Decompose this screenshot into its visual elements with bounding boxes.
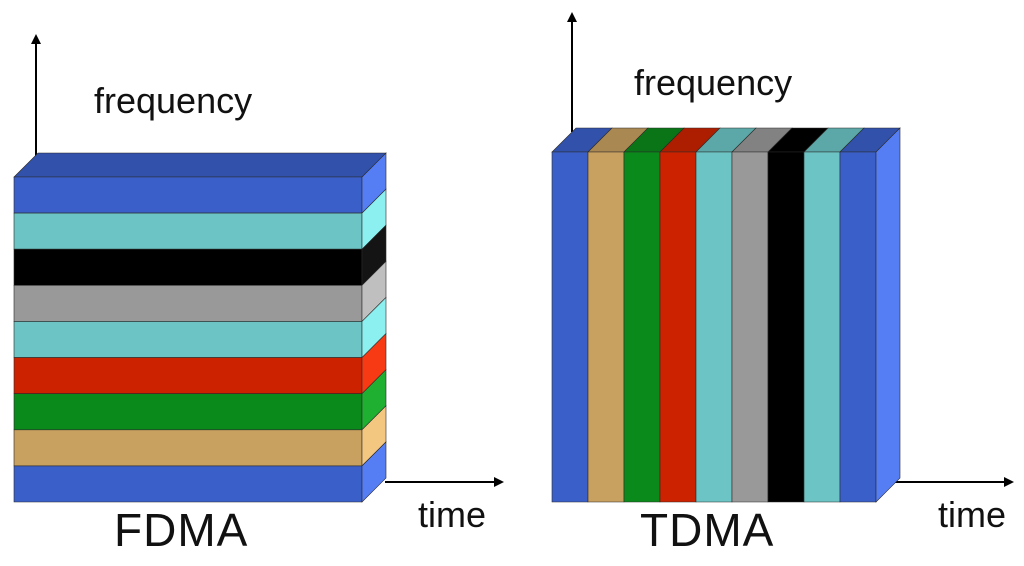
tdma-side-face [875, 127, 901, 503]
fdma-band [13, 429, 363, 467]
fdma-band [13, 212, 363, 250]
tdma-slot [695, 151, 733, 503]
fdma-band [13, 248, 363, 286]
tdma-title: TDMA [640, 504, 775, 556]
fdma-band [13, 357, 363, 394]
fdma-band [13, 465, 363, 503]
fdma-band [13, 285, 363, 322]
tdma-slot [839, 151, 877, 503]
fdma-time-label: time [418, 494, 487, 535]
tdma-slot [731, 151, 769, 503]
tdma-frequency-label: frequency [634, 62, 793, 103]
fdma-cube [13, 152, 387, 503]
fdma-band [13, 321, 363, 358]
tdma-time-label: time [938, 494, 1007, 535]
fdma-title: FDMA [114, 504, 249, 556]
tdma-slot [587, 151, 625, 503]
tdma-slot [659, 151, 697, 503]
tdma-cube [551, 127, 901, 503]
fdma-band [13, 176, 363, 214]
fdma-frequency-label: frequency [94, 80, 253, 121]
tdma-slot [551, 151, 589, 503]
fdma-top-face [13, 152, 387, 178]
tdma-slot [623, 151, 661, 503]
fdma-band-side [361, 441, 387, 503]
tdma-slot [767, 151, 805, 503]
tdma-slot [803, 151, 841, 503]
fdma-band [13, 393, 363, 431]
